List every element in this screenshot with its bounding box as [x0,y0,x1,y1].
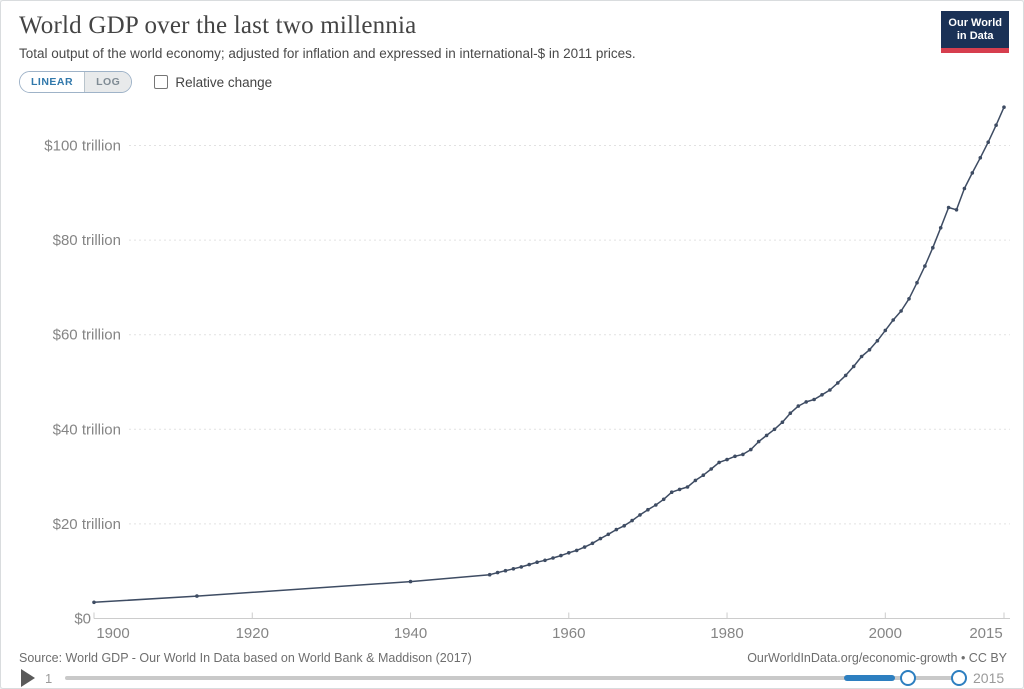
svg-text:1980: 1980 [710,625,743,642]
svg-text:1920: 1920 [236,625,269,642]
svg-text:$60 trillion: $60 trillion [53,327,121,344]
page-title: World GDP over the last two millennia [19,12,417,39]
source-text: Source: World GDP - Our World In Data ba… [19,651,472,665]
svg-text:2000: 2000 [869,625,902,642]
svg-text:$0: $0 [74,611,91,628]
log-scale-button[interactable]: LOG [85,72,132,92]
svg-text:1940: 1940 [394,625,427,642]
timeline-handle-start[interactable] [900,670,916,686]
play-button[interactable] [21,669,35,687]
owid-logo-line2: in Data [956,30,994,42]
relative-change-checkbox[interactable] [154,75,169,89]
svg-text:$100 trillion: $100 trillion [44,138,121,155]
attribution-link[interactable]: OurWorldInData.org/economic-growth • CC … [747,651,1007,665]
svg-text:1960: 1960 [552,625,585,642]
svg-text:1900: 1900 [96,625,129,642]
owid-logo[interactable]: Our World in Data [941,11,1009,53]
timeline-selected-range[interactable] [844,675,895,681]
timeline-start-label: 1 [45,671,53,686]
relative-change-toggle[interactable]: Relative change [154,75,272,90]
timeline-handle-end[interactable] [951,670,967,686]
scale-toggle: LINEAR LOG [19,71,133,93]
chart-subtitle: Total output of the world economy; adjus… [19,46,636,61]
svg-text:$80 trillion: $80 trillion [53,232,121,249]
svg-text:2015: 2015 [969,625,1002,642]
relative-change-label: Relative change [175,74,273,90]
timeline-track[interactable] [65,676,963,680]
linear-scale-button[interactable]: LINEAR [20,72,86,92]
chart-controls: LINEAR LOG Relative change [19,71,272,93]
timeline-end-label: 2015 [973,670,1005,686]
svg-text:$40 trillion: $40 trillion [53,421,121,438]
owid-logo-line1: Our World [948,17,1002,29]
svg-text:$20 trillion: $20 trillion [53,516,121,533]
